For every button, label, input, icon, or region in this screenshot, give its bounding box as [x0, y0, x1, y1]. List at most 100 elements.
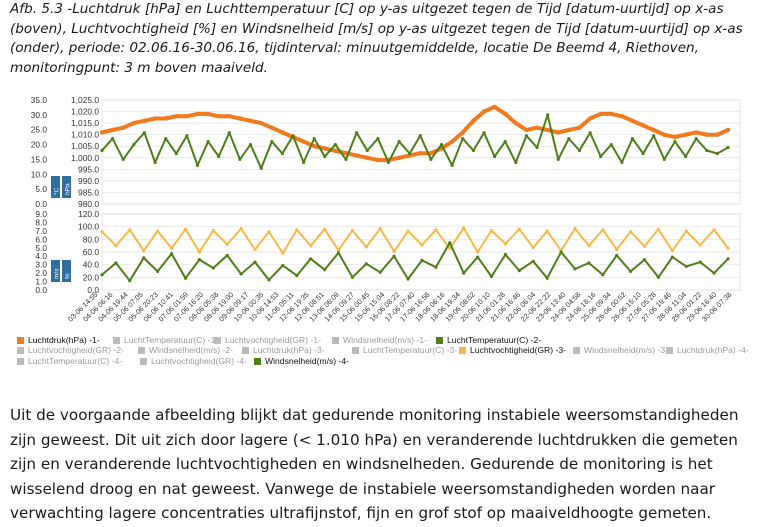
legend-label: Windsnelheid(m/s) -3- [584, 345, 668, 355]
data-point [556, 157, 560, 161]
legend-label: Luchtvochtigheid(GR) -3- [470, 345, 566, 355]
data-point [448, 247, 452, 251]
y-right-tick: 1,010.0 [71, 130, 99, 140]
data-point [698, 260, 702, 264]
y-left-tick: 15.0 [31, 154, 48, 164]
data-point [291, 134, 295, 138]
legend-swatch [140, 358, 147, 365]
data-point [652, 134, 656, 138]
data-point [726, 257, 730, 261]
data-point [726, 246, 730, 250]
y-right-tick: 40.0 [83, 260, 100, 270]
data-point [225, 253, 229, 257]
legend-swatch [17, 337, 24, 344]
y-left-tick: 3.0 [35, 260, 47, 270]
data-point [715, 132, 720, 137]
data-point [429, 157, 433, 161]
data-point [630, 137, 635, 141]
data-point [280, 151, 284, 156]
data-point [280, 130, 285, 135]
y-right-tick: 100.0 [78, 222, 99, 232]
data-point [482, 131, 486, 135]
data-point [656, 227, 661, 231]
data-point [197, 250, 201, 254]
legend-swatch [242, 347, 249, 354]
data-point [295, 274, 299, 278]
data-point [546, 113, 550, 117]
y-right-label: % [65, 273, 72, 279]
data-point [323, 227, 327, 231]
data-point [239, 227, 243, 231]
data-point [448, 241, 452, 245]
data-point [350, 228, 354, 233]
legend-label: Luchtvochtigheid(GR) -4- [151, 356, 247, 366]
data-point [142, 256, 146, 260]
data-point [514, 160, 518, 164]
legend-label: Windsnelheid(m/s) -1- [343, 335, 427, 345]
y-right-tick: 1,015.0 [71, 118, 99, 128]
data-point [333, 148, 338, 153]
y-left-tick: 0.0 [35, 285, 47, 295]
legend-label: Windsnelheid(m/s) -2- [149, 345, 233, 355]
y-left-tick: 20.0 [31, 140, 48, 150]
body-line: zijn geweest. Dit uit zich door lagere (… [10, 430, 738, 449]
data-point [517, 269, 521, 273]
data-point [206, 140, 210, 144]
data-point [142, 249, 146, 253]
data-point [418, 134, 422, 138]
data-point [471, 118, 476, 123]
legend-label: LuchtTemperatuur(C) -2- [447, 335, 541, 345]
data-point [684, 229, 688, 233]
data-point [694, 130, 699, 135]
data-point [131, 120, 136, 126]
data-point [211, 228, 215, 233]
legend-swatch [113, 337, 120, 344]
data-point [656, 275, 661, 279]
data-point [217, 154, 221, 159]
data-point [615, 253, 619, 257]
data-point [378, 270, 382, 274]
legend-label: LuchtTemperatuur(C) -4- [28, 356, 122, 366]
legend-swatch [138, 347, 145, 354]
data-point [503, 242, 507, 246]
data-point [197, 258, 201, 262]
data-point [121, 157, 125, 161]
data-point [715, 151, 720, 156]
data-point [114, 261, 118, 265]
data-point [336, 251, 341, 255]
y-right-label: hPa [65, 183, 72, 195]
data-point [567, 137, 571, 141]
data-point [309, 244, 313, 248]
data-point [323, 154, 327, 159]
data-point [534, 125, 540, 130]
data-point [556, 130, 561, 135]
y-left-tick: 1.0 [35, 277, 47, 287]
data-point [100, 230, 104, 234]
data-point [503, 111, 508, 117]
data-point [481, 109, 487, 114]
data-point [434, 265, 438, 269]
data-point [174, 114, 179, 119]
data-point [392, 254, 396, 258]
monitoring-chart: 1,025.0 1,020.01,015.0 1,010.01,005.0 1,000… [17, 95, 749, 366]
data-point [406, 229, 410, 233]
data-point [163, 116, 168, 121]
data-point [462, 271, 466, 275]
body-line: verwachting lagere concentraties ultrafi… [10, 504, 712, 523]
data-point [517, 227, 521, 231]
data-point [132, 143, 136, 147]
data-point [142, 131, 146, 135]
data-point [531, 259, 535, 263]
data-point [185, 134, 189, 138]
y-left-tick: 6.0 [35, 234, 47, 244]
data-point [662, 132, 667, 137]
data-point [672, 134, 678, 140]
legend-label: LuchtTemperatuur(C) -1- [124, 335, 218, 345]
data-point [420, 258, 424, 262]
y-left-tick: 9.0 [35, 209, 47, 219]
data-point [434, 228, 438, 232]
legend-label: Luchtdruk(hPa) -4- [677, 345, 749, 355]
data-point [153, 160, 157, 164]
data-point [698, 243, 702, 247]
data-point [587, 244, 591, 248]
